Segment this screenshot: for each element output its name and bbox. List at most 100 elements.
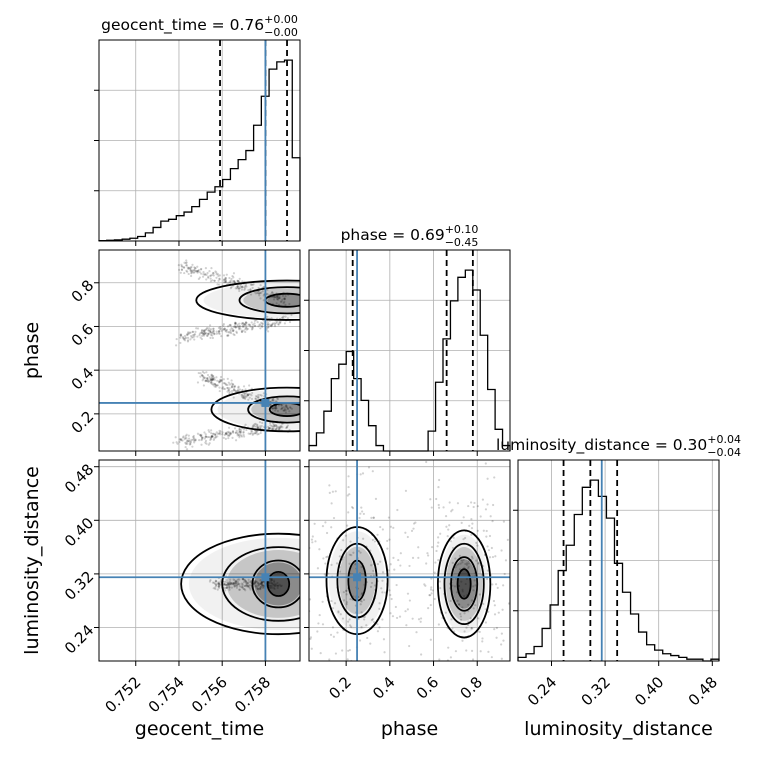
- truth-marker: [261, 573, 270, 582]
- sample-point: [186, 270, 189, 273]
- sample-point: [279, 322, 282, 325]
- sample-point: [213, 279, 216, 282]
- sample-point: [435, 549, 438, 553]
- sample-point: [428, 594, 431, 597]
- sample-point: [233, 427, 237, 430]
- sample-point: [243, 579, 246, 582]
- sample-point: [218, 429, 221, 432]
- sample-point: [218, 274, 221, 277]
- sample-point: [189, 268, 192, 271]
- sample-point: [238, 430, 241, 434]
- sample-point: [245, 584, 248, 587]
- sample-point: [187, 266, 190, 270]
- sample-point: [222, 278, 226, 281]
- sample-point: [234, 322, 237, 325]
- sample-point: [198, 332, 202, 335]
- sample-point: [210, 332, 214, 335]
- sample-point: [259, 431, 262, 435]
- sample-point: [261, 323, 264, 326]
- sample-point: [404, 682, 406, 684]
- sample-point: [278, 426, 282, 430]
- sample-point: [233, 384, 237, 388]
- sample-point: [273, 425, 276, 428]
- sample-point: [285, 405, 288, 408]
- sample-point: [244, 330, 247, 334]
- sample-point: [217, 582, 220, 585]
- sample-point: [186, 336, 190, 339]
- sample-point: [199, 434, 202, 437]
- sample-point: [430, 592, 433, 595]
- sample-point: [181, 439, 184, 442]
- sample-point: [497, 611, 500, 614]
- sample-point: [372, 516, 375, 519]
- sample-point: [406, 608, 409, 611]
- sample-point: [215, 330, 218, 333]
- sample-point: [485, 529, 488, 533]
- sample-point: [210, 373, 213, 376]
- sample-point: [242, 430, 245, 434]
- sample-point: [451, 561, 454, 564]
- sample-point: [250, 321, 253, 324]
- sample-point: [355, 662, 357, 664]
- sample-point: [251, 283, 254, 286]
- sample-point: [256, 428, 259, 432]
- sample-point: [226, 581, 229, 584]
- sample-point: [202, 329, 206, 333]
- sample-point: [210, 382, 213, 386]
- sample-point: [197, 277, 200, 281]
- sample-point: [260, 424, 263, 428]
- sample-point: [256, 395, 259, 398]
- sample-point: [233, 584, 237, 587]
- sample-point: [231, 430, 235, 433]
- sample-point: [276, 427, 279, 430]
- sample-point: [288, 302, 291, 306]
- sample-point: [242, 431, 245, 434]
- sample-point: [266, 326, 269, 330]
- sample-point: [236, 279, 239, 282]
- sample-point: [481, 637, 484, 640]
- sample-point: [461, 561, 464, 564]
- sample-point: [209, 333, 213, 337]
- sample-point: [196, 327, 200, 330]
- sample-point: [185, 448, 189, 451]
- sample-point: [238, 289, 241, 293]
- sample-point: [254, 422, 257, 425]
- sample-point: [230, 583, 233, 586]
- sample-point: [404, 489, 408, 492]
- sample-point: [195, 327, 198, 330]
- sample-point: [341, 649, 344, 652]
- sample-point: [460, 521, 463, 524]
- sample-point: [233, 582, 236, 585]
- sample-point: [523, 605, 525, 607]
- sample-point: [232, 581, 236, 585]
- sample-point: [190, 438, 194, 441]
- sample-point: [240, 585, 243, 589]
- sample-point: [272, 579, 276, 582]
- sample-point: [225, 578, 228, 581]
- sample-point: [482, 529, 485, 532]
- sample-point: [227, 431, 231, 434]
- sample-point: [201, 275, 205, 278]
- sample-point: [185, 333, 189, 336]
- sample-point: [238, 428, 241, 431]
- sample-point: [232, 389, 235, 392]
- sample-point: [258, 421, 262, 424]
- sample-point: [232, 396, 235, 399]
- sample-point: [250, 397, 254, 401]
- sample-point: [236, 433, 239, 436]
- sample-point: [372, 574, 376, 577]
- sample-point: [242, 396, 245, 400]
- sample-point: [448, 524, 451, 527]
- sample-point: [227, 388, 230, 392]
- sample-point: [208, 327, 211, 330]
- sample-point: [183, 339, 187, 342]
- sample-point: [338, 570, 341, 573]
- sample-point: [253, 581, 257, 584]
- sample-point: [229, 323, 232, 326]
- sample-point: [254, 429, 257, 433]
- sample-point: [232, 389, 236, 392]
- sample-point: [210, 377, 213, 380]
- sample-point: [202, 377, 205, 380]
- sample-point: [260, 321, 263, 324]
- sample-point: [241, 325, 244, 328]
